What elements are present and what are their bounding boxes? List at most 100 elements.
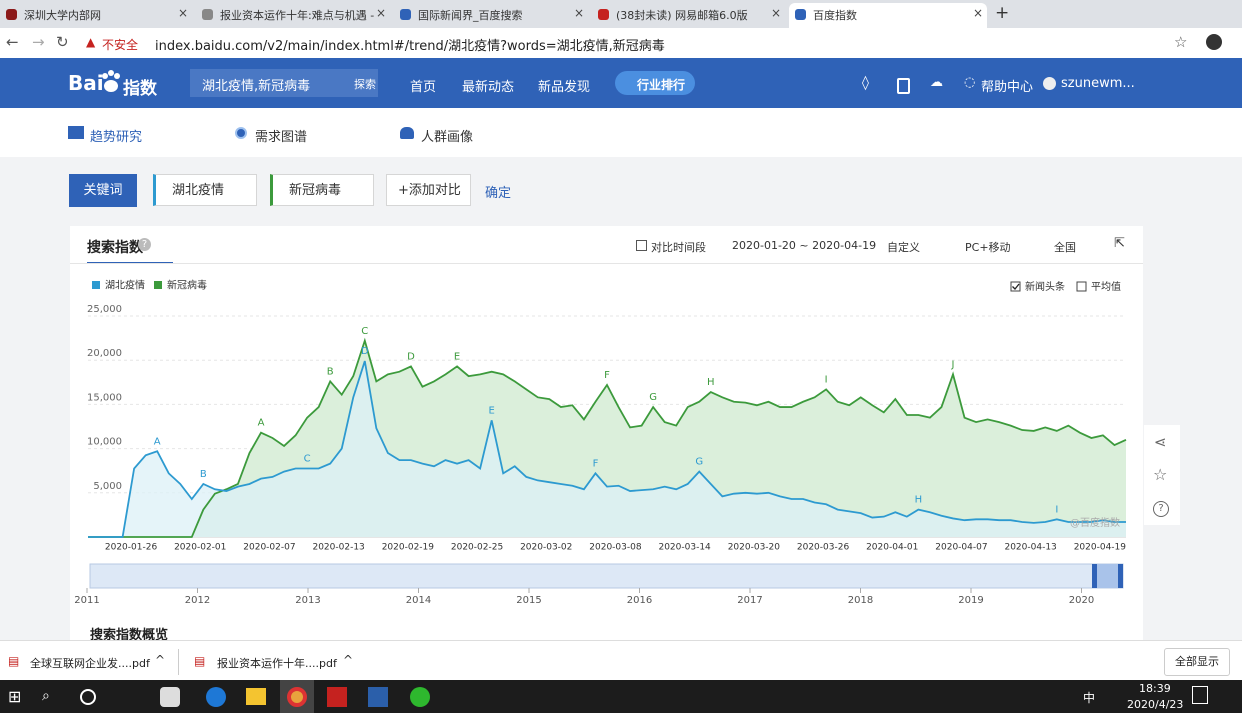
logo-text: Bai — [68, 71, 104, 95]
tab[interactable]: 深圳大学内部网 — [24, 9, 101, 22]
check-label: 平均值 — [1091, 280, 1121, 293]
start[interactable]: ⊞ — [8, 687, 22, 706]
tab[interactable]: 百度指数 — [789, 3, 987, 28]
tab-bar: 深圳大学内部网 × 报业资本运作十年:难点与机遇 - × 国际新闻界_百度搜索 × (38… — [0, 0, 1242, 28]
sub-nav-link[interactable]: 需求图谱 — [255, 130, 308, 145]
icon[interactable]: ☁ — [930, 75, 943, 90]
legend-label: 湖北疫情 — [105, 279, 145, 292]
search[interactable]: ⌕ — [42, 688, 50, 704]
cortana[interactable] — [80, 689, 96, 705]
side-tools: ⋖ ☆ ? — [1144, 425, 1180, 525]
address-bar: ← → ↻ ▲ 不安全 index.baidu.com/v2/main/inde… — [0, 28, 1242, 59]
checkbox — [1076, 281, 1087, 292]
chevron[interactable]: ^ — [155, 653, 166, 667]
user[interactable]: szunewm... — [1061, 76, 1135, 91]
option[interactable]: 全国 — [1054, 241, 1076, 254]
x-tick-label: 2020-04-01 — [866, 543, 918, 553]
tab-close[interactable]: × — [178, 6, 189, 20]
icon — [68, 126, 84, 139]
date: 2020/4/23 — [1127, 698, 1184, 711]
keyword-input[interactable]: 湖北疫情 — [153, 174, 257, 206]
timeline-year: 2013 — [295, 595, 320, 606]
show-all[interactable]: 全部显示 — [1164, 648, 1230, 676]
annotation: G — [649, 392, 657, 403]
search-button[interactable]: 探索 — [354, 78, 376, 91]
icon[interactable]: ◊ — [862, 75, 869, 91]
panel-title: 搜索指数 — [87, 240, 143, 256]
annotation: G — [695, 457, 703, 468]
annotation: H — [915, 495, 923, 506]
tab-close[interactable]: × — [973, 6, 984, 20]
x-tick-label: 2020-03-26 — [797, 543, 850, 553]
annotation: F — [593, 458, 599, 469]
notifications[interactable] — [1192, 686, 1208, 704]
area — [88, 361, 1126, 537]
sub-nav-link[interactable]: 人群画像 — [421, 130, 474, 145]
new-tab[interactable]: + — [995, 3, 1010, 23]
icon[interactable] — [897, 78, 910, 94]
app[interactable] — [206, 687, 226, 707]
checkbox[interactable] — [636, 240, 647, 251]
help[interactable]: ? — [1153, 501, 1169, 517]
download-file[interactable]: 全球互联网企业发....pdf — [30, 657, 150, 670]
watermark: @百度指数 — [1070, 516, 1120, 529]
add-compare[interactable]: +添加对比 — [386, 174, 471, 206]
nav-link[interactable]: 最新动态 — [462, 80, 515, 95]
tab[interactable]: 报业资本运作十年:难点与机遇 - — [220, 9, 375, 22]
confirm[interactable]: 确定 — [485, 186, 512, 201]
export[interactable]: ⇱ — [1114, 236, 1125, 251]
app[interactable] — [160, 687, 180, 707]
tab-icon — [795, 9, 806, 20]
profile[interactable] — [1206, 34, 1222, 50]
option[interactable]: 对比时间段 — [651, 241, 706, 254]
tab-close[interactable]: × — [771, 6, 782, 20]
timeline-year: 2012 — [185, 595, 210, 606]
app[interactable] — [287, 687, 307, 707]
tab-close[interactable]: × — [376, 6, 387, 20]
x-tick-label: 2020-03-14 — [658, 543, 711, 553]
share[interactable]: ⋖ — [1154, 433, 1167, 451]
timeline-year: 2014 — [406, 595, 431, 606]
help-icon[interactable]: ? — [138, 238, 151, 251]
option[interactable]: PC+移动 — [965, 241, 1011, 254]
back[interactable]: ← — [6, 33, 19, 51]
site-header: Bai 指数 湖北疫情,新冠病毒 探索 首页 最新动态 新品发现 行业排行 ◊ … — [0, 58, 1242, 108]
warning-icon: ▲ — [86, 35, 96, 49]
section-title: 搜索指数概览 — [90, 628, 169, 643]
star[interactable]: ☆ — [1174, 33, 1188, 51]
option[interactable]: 2020-01-20 ~ 2020-04-19 — [732, 239, 877, 252]
option[interactable]: 自定义 — [887, 241, 920, 254]
tab-icon — [400, 9, 411, 20]
keyword-input[interactable]: 新冠病毒 — [270, 174, 374, 206]
forward[interactable]: → — [32, 33, 45, 51]
favorite[interactable]: ☆ — [1153, 465, 1168, 484]
x-tick-label: 2020-03-20 — [728, 543, 781, 553]
download-file[interactable]: 报业资本运作十年....pdf — [217, 657, 337, 670]
x-tick-label: 2020-03-08 — [589, 543, 642, 553]
logo-text: 指数 — [123, 79, 157, 99]
app[interactable] — [327, 687, 347, 707]
app[interactable] — [368, 687, 388, 707]
pill[interactable]: 行业排行 — [615, 71, 695, 95]
tab-close[interactable]: × — [574, 6, 585, 20]
app[interactable] — [410, 687, 430, 707]
url[interactable]: index.baidu.com/v2/main/index.html#/tren… — [155, 39, 665, 54]
annotation: H — [707, 377, 715, 388]
help[interactable]: 帮助中心 — [981, 80, 1034, 95]
nav-link[interactable]: 首页 — [410, 80, 437, 95]
tab[interactable]: 国际新闻界_百度搜索 — [418, 9, 523, 22]
x-tick-label: 2020-01-26 — [105, 543, 158, 553]
timeline-year: 2020 — [1069, 595, 1094, 606]
tab-icon — [202, 9, 213, 20]
timeline-selection — [1095, 564, 1121, 588]
sub-nav-link[interactable]: 趋势研究 — [90, 130, 143, 145]
divider — [70, 263, 1143, 264]
line — [88, 337, 1127, 538]
ime[interactable]: 中 — [1083, 691, 1096, 705]
app[interactable] — [246, 688, 266, 705]
search-box[interactable]: 湖北疫情,新冠病毒 探索 — [190, 69, 378, 97]
reload[interactable]: ↻ — [56, 33, 69, 51]
nav-link[interactable]: 新品发现 — [538, 80, 591, 95]
chevron[interactable]: ^ — [343, 653, 354, 667]
tab[interactable]: (38封未读) 网易邮箱6.0版 — [616, 9, 748, 22]
